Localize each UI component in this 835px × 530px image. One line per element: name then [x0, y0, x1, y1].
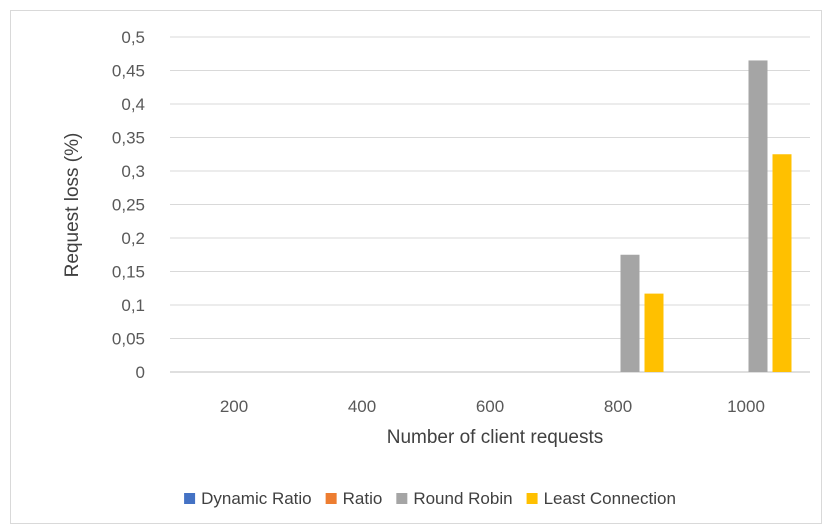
- legend-swatch-least-connection: [526, 493, 538, 504]
- legend-swatch-dynamic-ratio: [184, 493, 196, 504]
- bar-round-robin: [620, 254, 640, 372]
- x-tick-labels: 200 400 600 800 1000: [220, 397, 765, 416]
- legend-label-least-connection: Least Connection: [544, 489, 676, 508]
- legend-label-round-robin: Round Robin: [413, 489, 512, 508]
- x-axis-title: Number of client requests: [387, 427, 604, 448]
- legend-swatch-round-robin: [396, 493, 408, 504]
- y-tick-label: 0,3: [121, 162, 145, 181]
- x-tick-label: 400: [348, 397, 376, 416]
- x-tick-label: 1000: [727, 397, 765, 416]
- legend-swatch-ratio: [325, 493, 337, 504]
- x-tick-label: 600: [476, 397, 504, 416]
- bar-least-connection: [644, 293, 664, 372]
- y-tick-label: 0,2: [121, 229, 145, 248]
- bars: [620, 60, 792, 372]
- gridlines: [170, 36, 810, 373]
- bar-least-connection: [772, 154, 792, 372]
- legend-label-dynamic-ratio: Dynamic Ratio: [201, 489, 312, 508]
- chart-frame: [10, 10, 822, 524]
- y-tick-label: 0,15: [112, 263, 145, 282]
- x-tick-label: 200: [220, 397, 248, 416]
- y-tick-label: 0,35: [112, 129, 145, 148]
- y-tick-label: 0,05: [112, 330, 145, 349]
- y-tick-label: 0: [136, 363, 145, 382]
- y-axis-title: Request loss (%): [62, 133, 83, 278]
- y-tick-label: 0,25: [112, 196, 145, 215]
- y-tick-label: 0,4: [121, 95, 145, 114]
- x-tick-label: 800: [604, 397, 632, 416]
- y-tick-label: 0,1: [121, 296, 145, 315]
- y-tick-labels: 0 0,05 0,1 0,15 0,2 0,25 0,3 0,35 0,4 0,45 0,5: [112, 28, 145, 382]
- legend: Dynamic Ratio Ratio Round Robin Least Conne…: [184, 489, 676, 508]
- y-tick-label: 0,5: [121, 28, 145, 47]
- y-tick-label: 0,45: [112, 62, 145, 81]
- bar-round-robin: [748, 60, 768, 372]
- legend-label-ratio: Ratio: [343, 489, 383, 508]
